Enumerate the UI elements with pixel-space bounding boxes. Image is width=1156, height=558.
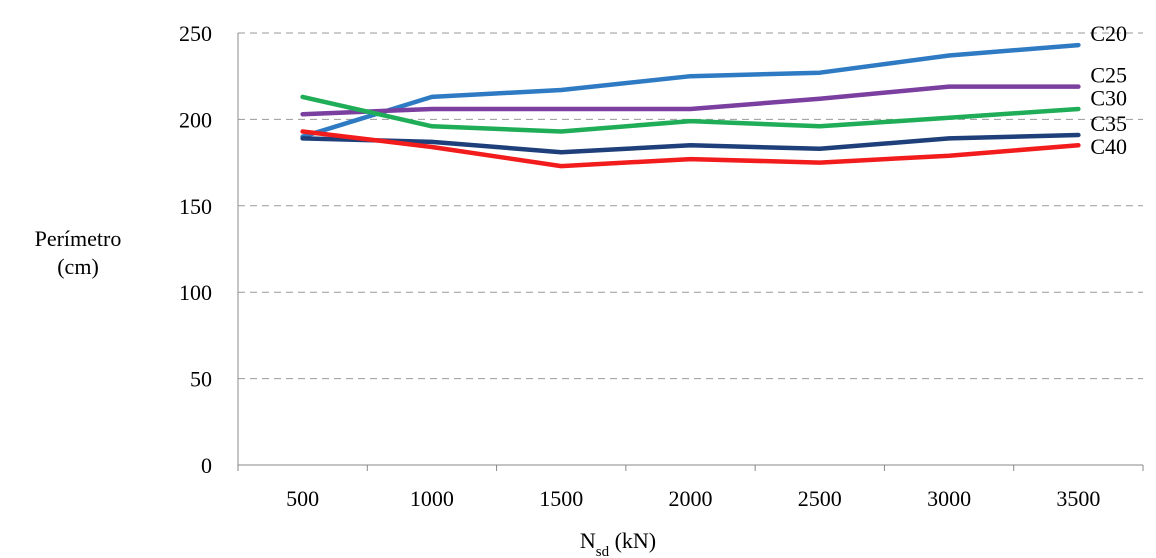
x-tick-label: 500	[286, 486, 319, 511]
y-axis-title-line1: Perímetro	[35, 226, 122, 251]
series-line-c20	[300, 42, 1081, 139]
x-axis-title-main: N	[580, 528, 596, 553]
x-tick-label: 1000	[410, 486, 454, 511]
series-line-c30	[300, 94, 1081, 134]
y-tick-label: 250	[179, 21, 212, 46]
series-label-c20: C20	[1090, 21, 1127, 46]
y-tick-label: 50	[190, 367, 212, 392]
series-label-c30: C30	[1090, 86, 1127, 111]
x-tick-label: 1500	[539, 486, 583, 511]
x-tick-label: 3500	[1056, 486, 1100, 511]
y-tick-label: 200	[179, 107, 212, 132]
x-tick-label: 3000	[927, 486, 971, 511]
y-tick-label: 100	[179, 280, 212, 305]
series-label-c35: C35	[1090, 111, 1127, 136]
x-axis-title-sub: sd	[596, 544, 610, 558]
y-axis-title-line2: (cm)	[57, 254, 99, 279]
axes	[237, 33, 1144, 471]
x-tick-label: 2000	[669, 486, 713, 511]
x-axis-title-unit: (kN)	[609, 528, 656, 553]
y-tick-labels: 0 50 100 150 200 250	[179, 21, 212, 478]
series-line-c25	[300, 84, 1081, 117]
series-label-c40: C40	[1090, 134, 1127, 159]
x-axis-title: Nsd (kN)	[580, 528, 656, 558]
y-tick-label: 0	[201, 453, 212, 478]
series-lines	[300, 42, 1081, 169]
gridlines	[238, 32, 1143, 380]
x-tick-labels: 500 1000 1500 2000 2500 3000 3500	[286, 486, 1100, 511]
series-line-c35	[300, 132, 1081, 155]
series-line-c40	[300, 129, 1081, 169]
x-tick-label: 2500	[798, 486, 842, 511]
series-label-c25: C25	[1090, 63, 1127, 88]
y-tick-label: 150	[179, 194, 212, 219]
